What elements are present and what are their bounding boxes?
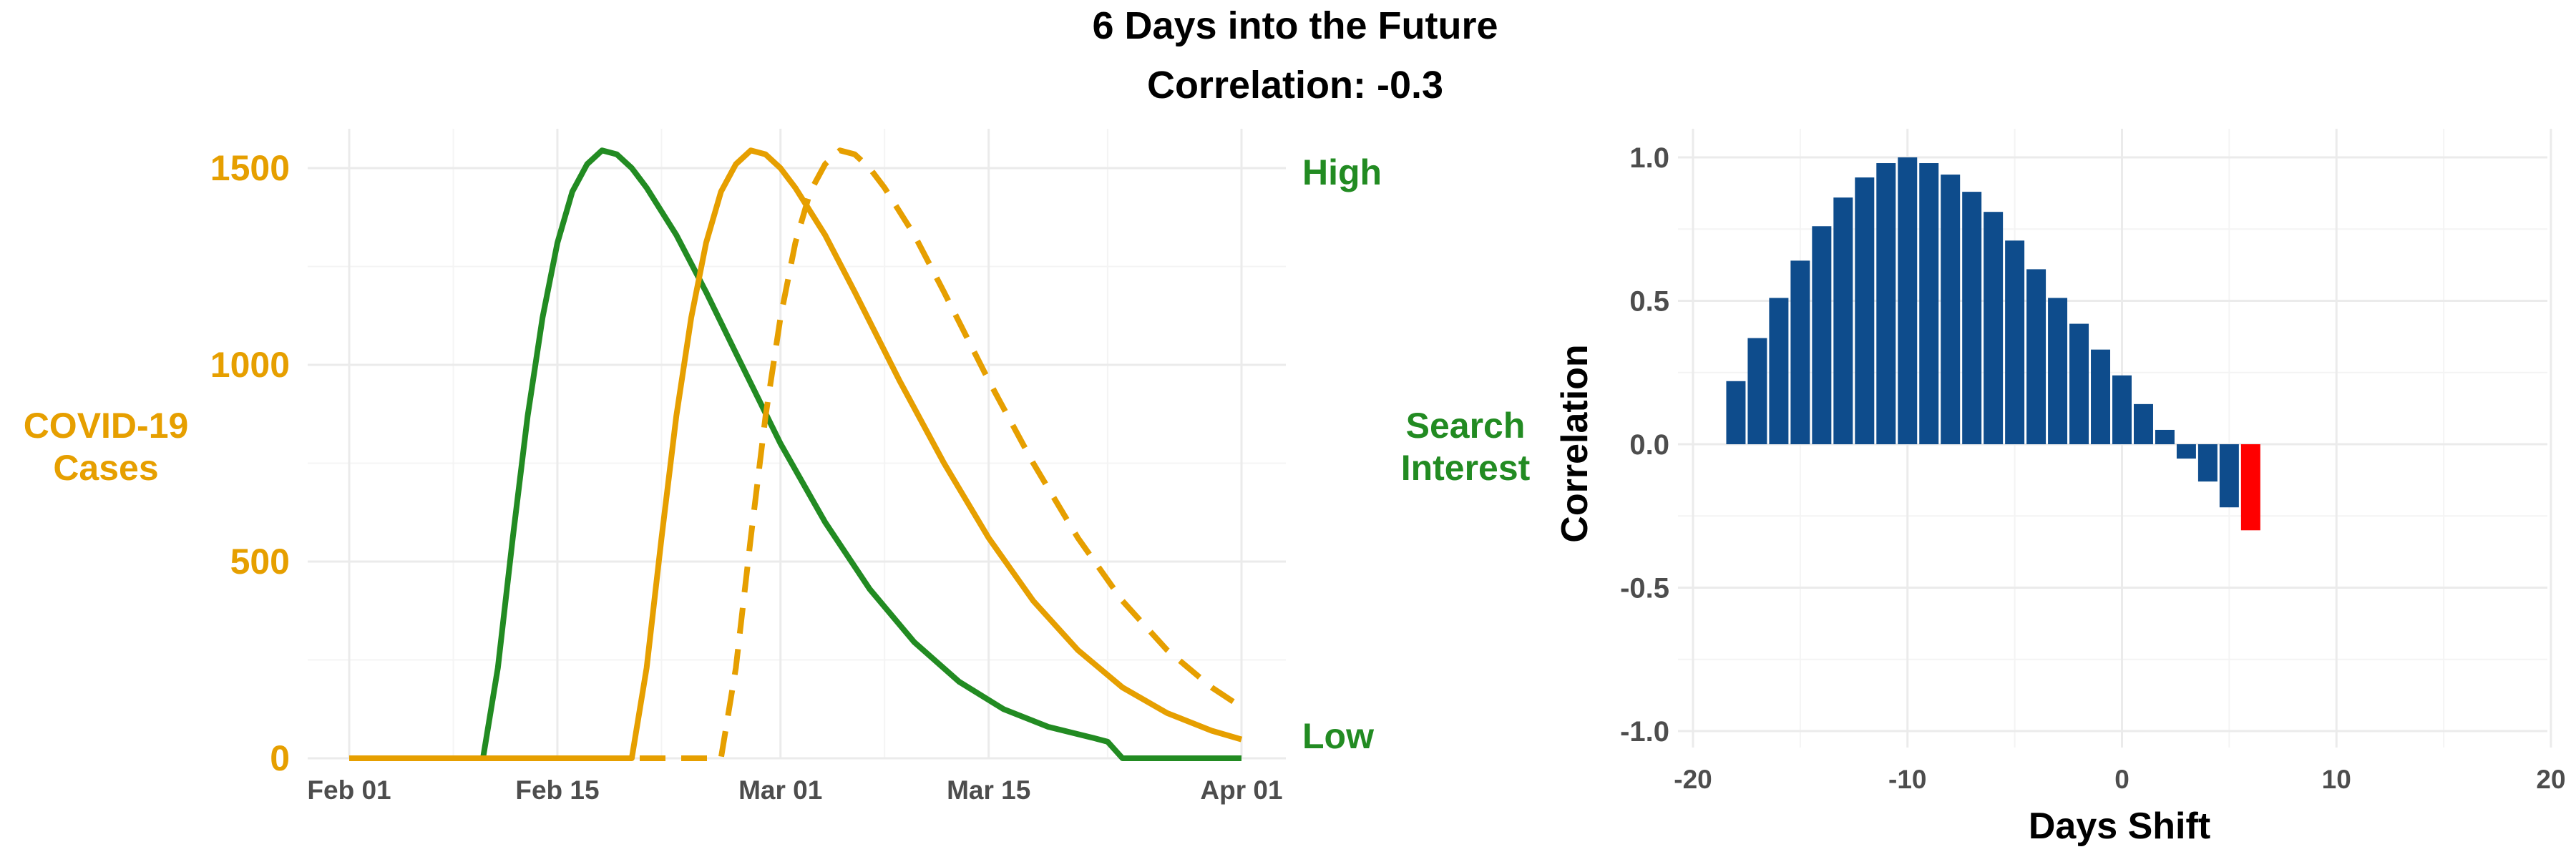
y-left-label-line1: COVID-19 — [24, 406, 189, 446]
line-y-tick-label: 0 — [270, 738, 290, 778]
bar-6 — [2240, 444, 2260, 531]
line-x-tick-label: Feb 01 — [307, 775, 391, 805]
chart-title: 6 Days into the Future — [1092, 4, 1498, 47]
line-x-tick-label: Apr 01 — [1200, 775, 1282, 805]
bar--9 — [1919, 163, 1939, 444]
line-y-tick-label: 500 — [230, 542, 290, 582]
y-right-label-line2: Interest — [1401, 448, 1531, 488]
bar--17 — [1747, 338, 1767, 444]
line-panel: Feb 01 Feb 15 Mar 01 Mar 15 Apr 01 0 500 1000 15… — [210, 129, 1286, 805]
bar--11 — [1876, 163, 1896, 444]
bar--8 — [1941, 175, 1961, 444]
bar-y-tick-label: 0.0 — [1629, 429, 1669, 461]
bar-1 — [2133, 403, 2153, 444]
bar-y-tick-label: -0.5 — [1620, 573, 1669, 604]
bar-y-tick-label: 0.5 — [1629, 286, 1669, 318]
bar-x-tick-label: -10 — [1888, 765, 1926, 794]
line-series-0 — [349, 147, 1241, 761]
bar-y-tick-label: -1.0 — [1620, 716, 1669, 748]
y-right-high-label: High — [1302, 152, 1382, 192]
bar-y-axis-label: Correlation — [1554, 344, 1596, 542]
line-series-2 — [349, 147, 1244, 761]
bar-panel: -20 -10 0 10 20 -1.0 -0.5 0.0 0.5 1.0 — [1620, 129, 2566, 794]
bar-x-tick-label: 0 — [2114, 765, 2129, 794]
bar--7 — [1962, 192, 1982, 444]
bar-y-tick-label: 1.0 — [1629, 142, 1669, 174]
line-y-tick-label: 1500 — [210, 148, 290, 188]
bar--14 — [1812, 226, 1832, 444]
bar-5 — [2219, 444, 2239, 508]
line-series-1 — [349, 147, 1243, 761]
bar-x-tick-label: 20 — [2536, 765, 2565, 794]
bar-0 — [2112, 375, 2132, 444]
bar--10 — [1898, 157, 1918, 444]
bar-x-tick-label: -20 — [1674, 765, 1712, 794]
chart-subtitle: Correlation: -0.3 — [1147, 64, 1443, 107]
bar--12 — [1855, 177, 1875, 444]
bar--5 — [2005, 240, 2025, 444]
bar--2 — [2069, 323, 2089, 444]
bar--4 — [2026, 269, 2046, 444]
y-left-label-line2: Cases — [53, 448, 158, 488]
bar--3 — [2048, 298, 2068, 444]
bar-4 — [2197, 444, 2218, 482]
bar--16 — [1769, 298, 1789, 444]
line-x-tick-label: Mar 01 — [738, 775, 822, 805]
y-right-label-line1: Search — [1406, 406, 1526, 446]
bar-x-axis-label: Days Shift — [2029, 805, 2210, 847]
bar--15 — [1790, 260, 1810, 444]
bar--13 — [1833, 197, 1853, 444]
bar--6 — [1984, 212, 2004, 444]
bar-x-tick-label: 10 — [2322, 765, 2351, 794]
bar-3 — [2176, 444, 2196, 459]
y-right-low-label: Low — [1302, 716, 1374, 756]
line-x-tick-label: Mar 15 — [947, 775, 1030, 805]
line-y-tick-label: 1000 — [210, 345, 290, 385]
line-x-tick-label: Feb 15 — [515, 775, 599, 805]
bar-2 — [2155, 429, 2175, 444]
bar--1 — [2091, 349, 2111, 444]
bar--18 — [1726, 381, 1746, 444]
